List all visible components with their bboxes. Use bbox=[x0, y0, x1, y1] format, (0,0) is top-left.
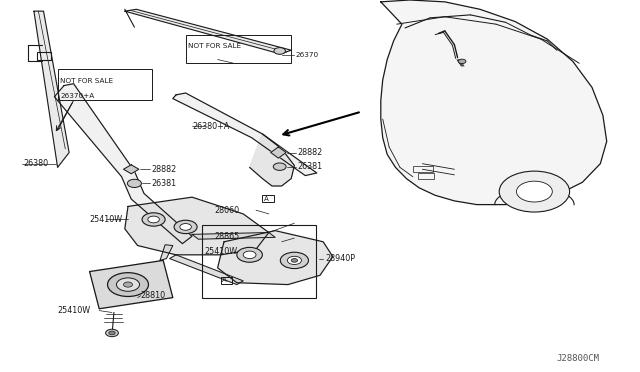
Polygon shape bbox=[250, 134, 294, 186]
Polygon shape bbox=[124, 165, 139, 174]
Text: 25410W: 25410W bbox=[205, 247, 238, 256]
Ellipse shape bbox=[280, 252, 308, 269]
Text: 28940P: 28940P bbox=[325, 254, 355, 263]
Ellipse shape bbox=[516, 181, 552, 202]
Ellipse shape bbox=[274, 48, 285, 54]
Ellipse shape bbox=[499, 171, 570, 212]
Polygon shape bbox=[381, 0, 607, 205]
Text: NOT FOR SALE: NOT FOR SALE bbox=[188, 44, 241, 49]
Bar bbox=[202, 225, 316, 298]
Ellipse shape bbox=[174, 220, 197, 234]
Polygon shape bbox=[170, 255, 243, 285]
Ellipse shape bbox=[106, 329, 118, 337]
Text: 26380: 26380 bbox=[23, 159, 48, 168]
Text: 28882: 28882 bbox=[152, 165, 177, 174]
Ellipse shape bbox=[108, 273, 148, 296]
Polygon shape bbox=[90, 260, 173, 309]
Ellipse shape bbox=[142, 213, 165, 226]
Text: A: A bbox=[264, 196, 268, 202]
Bar bbox=[37, 52, 51, 60]
Text: 25410W: 25410W bbox=[90, 215, 123, 224]
Text: NOT FOR SALE: NOT FOR SALE bbox=[60, 78, 113, 84]
Polygon shape bbox=[192, 232, 275, 239]
Ellipse shape bbox=[127, 179, 141, 187]
Ellipse shape bbox=[291, 259, 298, 262]
Ellipse shape bbox=[180, 224, 191, 230]
Ellipse shape bbox=[116, 278, 140, 291]
Text: 26381: 26381 bbox=[152, 179, 177, 188]
Ellipse shape bbox=[148, 216, 159, 223]
Polygon shape bbox=[125, 197, 269, 255]
Polygon shape bbox=[125, 9, 291, 54]
Polygon shape bbox=[218, 231, 333, 285]
Text: 26370+A: 26370+A bbox=[60, 93, 95, 99]
Text: 28882: 28882 bbox=[297, 148, 322, 157]
Text: 26370: 26370 bbox=[296, 52, 319, 58]
Ellipse shape bbox=[109, 331, 115, 335]
Text: 28865: 28865 bbox=[214, 232, 239, 241]
Text: 25410W: 25410W bbox=[58, 306, 91, 315]
Bar bbox=[186, 35, 291, 63]
Ellipse shape bbox=[124, 282, 132, 287]
Text: A: A bbox=[222, 278, 227, 283]
Bar bbox=[418, 173, 434, 179]
Polygon shape bbox=[160, 245, 173, 260]
Polygon shape bbox=[34, 11, 69, 167]
Bar bbox=[58, 69, 152, 100]
Ellipse shape bbox=[243, 251, 256, 259]
Bar bbox=[413, 166, 433, 172]
Bar bbox=[262, 195, 274, 202]
Ellipse shape bbox=[273, 163, 286, 170]
Ellipse shape bbox=[458, 59, 466, 64]
Text: J28800CM: J28800CM bbox=[557, 355, 600, 363]
Polygon shape bbox=[173, 93, 317, 176]
Text: 28060: 28060 bbox=[214, 206, 239, 215]
Bar bbox=[221, 277, 232, 284]
Polygon shape bbox=[54, 84, 192, 244]
Text: 26380+A: 26380+A bbox=[192, 122, 229, 131]
Text: 28810: 28810 bbox=[141, 291, 166, 300]
Polygon shape bbox=[271, 147, 286, 158]
Text: 26381: 26381 bbox=[297, 162, 322, 171]
Ellipse shape bbox=[287, 256, 301, 264]
Ellipse shape bbox=[237, 247, 262, 262]
